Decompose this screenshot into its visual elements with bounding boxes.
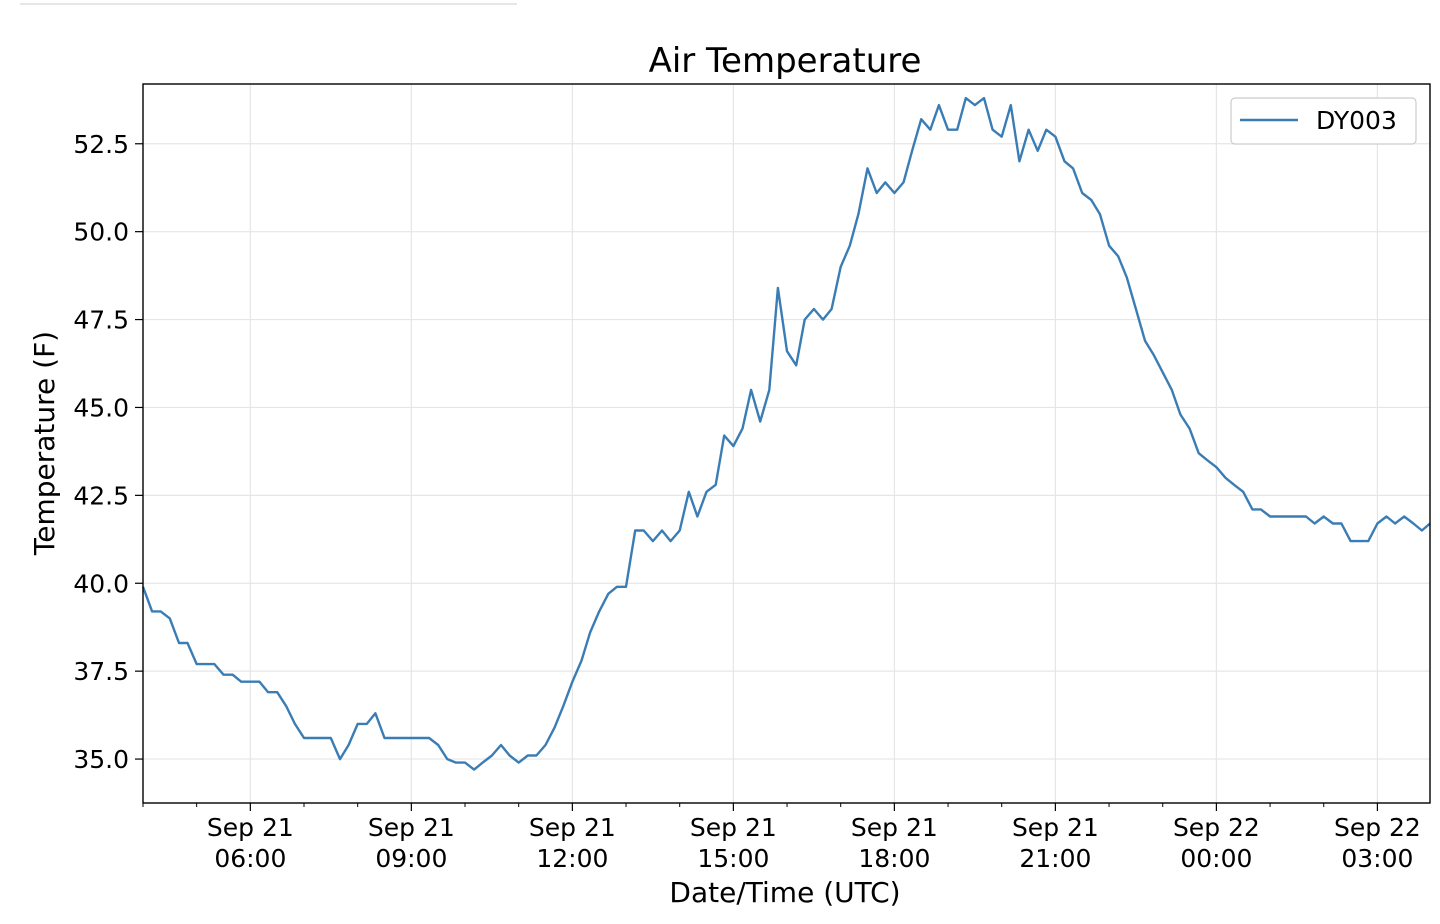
x-tick-label: Sep 21 06:00 bbox=[207, 813, 294, 873]
top-strip bbox=[20, 3, 517, 5]
x-tick-date: Sep 22 bbox=[1173, 813, 1260, 842]
series-line-dy003 bbox=[141, 96, 1431, 771]
x-tick-label: Sep 22 03:00 bbox=[1334, 813, 1421, 873]
x-tick-time: 21:00 bbox=[1019, 844, 1091, 873]
legend-box bbox=[1230, 97, 1417, 145]
y-axis-label: Temperature (F) bbox=[28, 331, 61, 556]
legend-label: DY003 bbox=[1316, 106, 1397, 135]
x-tick-label: Sep 21 18:00 bbox=[851, 813, 938, 873]
x-tick-date: Sep 21 bbox=[529, 813, 616, 842]
x-tick-label: Sep 22 00:00 bbox=[1173, 813, 1260, 873]
x-tick-label: Sep 21 21:00 bbox=[1012, 813, 1099, 873]
chart-title: Air Temperature bbox=[649, 41, 922, 81]
x-tick-label: Sep 21 12:00 bbox=[529, 813, 616, 873]
y-tick-label: 35.0 bbox=[73, 745, 129, 774]
x-tick-time: 06:00 bbox=[214, 844, 286, 873]
x-tick-date: Sep 21 bbox=[690, 813, 777, 842]
x-tick-time: 18:00 bbox=[858, 844, 930, 873]
y-tick-label: 45.0 bbox=[73, 393, 129, 422]
x-tick-time: 12:00 bbox=[536, 844, 608, 873]
y-tick-label: 37.5 bbox=[73, 657, 129, 686]
x-tick-time: 09:00 bbox=[375, 844, 447, 873]
x-tick-date: Sep 21 bbox=[368, 813, 455, 842]
gridlines bbox=[143, 84, 1430, 803]
x-tick-label: Sep 21 15:00 bbox=[690, 813, 777, 873]
plot-frame bbox=[142, 83, 1431, 804]
y-tick-label: 47.5 bbox=[73, 306, 129, 335]
x-tick-time: 15:00 bbox=[697, 844, 769, 873]
x-tick-time: 00:00 bbox=[1180, 844, 1252, 873]
y-axis-ticks: 35.0 37.5 40.0 42.5 45.0 47.5 50.0 52.5 bbox=[73, 130, 143, 774]
x-tick-label: Sep 21 09:00 bbox=[368, 813, 455, 873]
y-tick-label: 42.5 bbox=[73, 481, 129, 510]
x-tick-time: 03:00 bbox=[1341, 844, 1413, 873]
x-axis-label: Date/Time (UTC) bbox=[669, 876, 900, 909]
y-tick-label: 40.0 bbox=[73, 569, 129, 598]
x-tick-date: Sep 21 bbox=[851, 813, 938, 842]
x-tick-date: Sep 22 bbox=[1334, 813, 1421, 842]
y-tick-label: 50.0 bbox=[73, 218, 129, 247]
legend: DY003 bbox=[1230, 97, 1417, 145]
y-tick-label: 52.5 bbox=[73, 130, 129, 159]
x-tick-date: Sep 21 bbox=[207, 813, 294, 842]
x-tick-date: Sep 21 bbox=[1012, 813, 1099, 842]
